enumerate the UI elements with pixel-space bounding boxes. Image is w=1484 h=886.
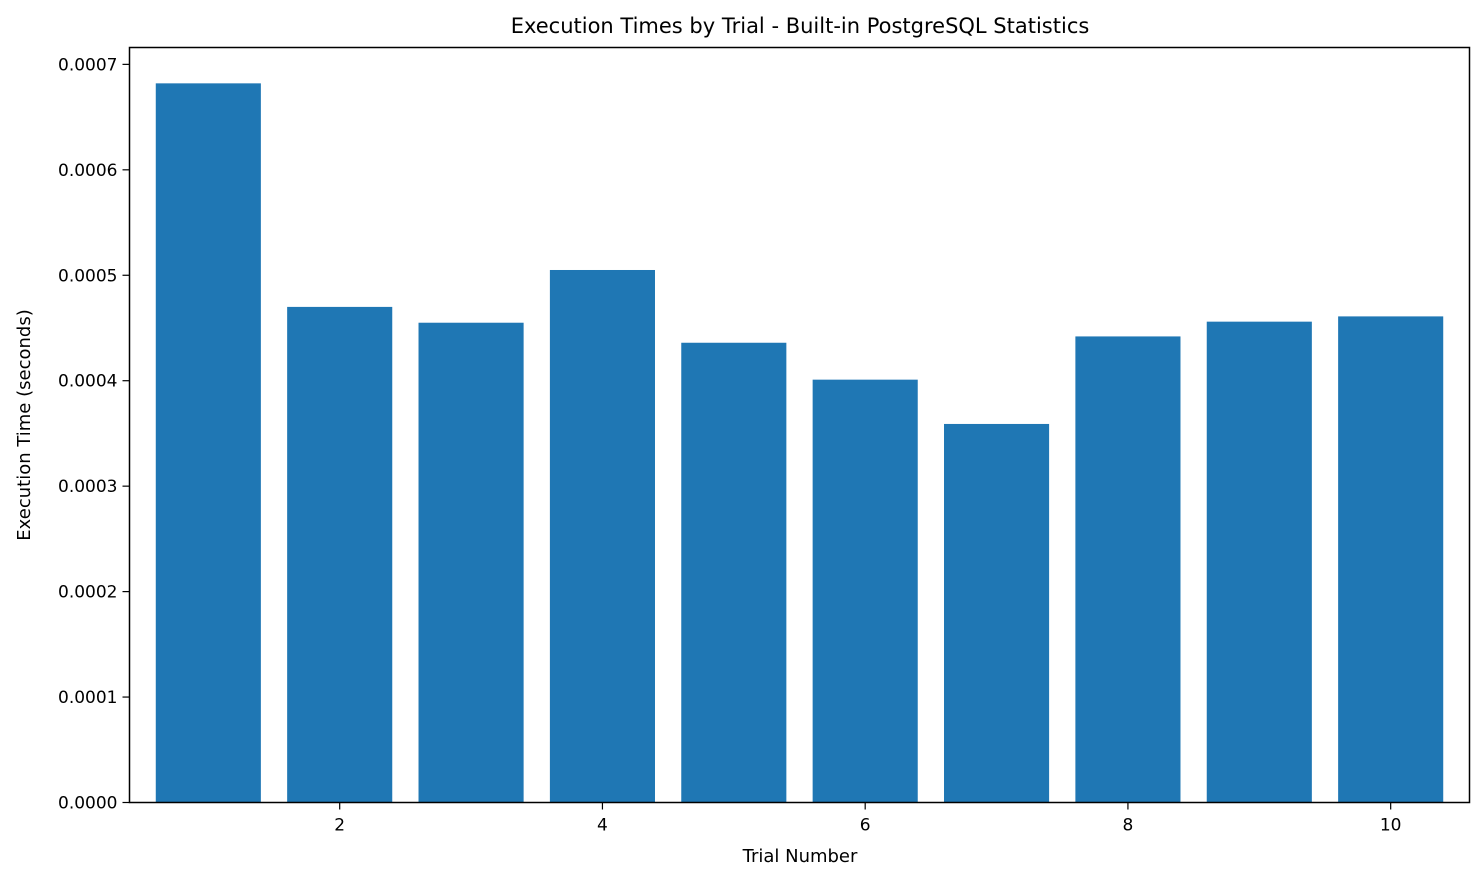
- y-tick-label: 0.0001: [58, 688, 117, 708]
- bar-trial-6: [812, 379, 918, 803]
- y-tick-label: 0.0002: [58, 583, 117, 603]
- x-tick-label: 8: [1123, 816, 1134, 836]
- y-tick-label: 0.0003: [58, 477, 117, 497]
- bar-trial-10: [1338, 316, 1444, 803]
- bar-trial-3: [418, 322, 524, 803]
- y-tick-label: 0.0006: [58, 161, 117, 181]
- x-tick-label: 2: [334, 816, 345, 836]
- x-tick-label: 10: [1380, 816, 1402, 836]
- bar-trial-8: [1075, 336, 1181, 803]
- bar-trial-1: [155, 83, 261, 803]
- bar-trial-9: [1206, 321, 1312, 803]
- bar-trial-5: [681, 342, 787, 803]
- y-tick-label: 0.0000: [58, 794, 117, 814]
- y-axis-label: Execution Time (seconds): [14, 309, 35, 540]
- y-tick-label: 0.0007: [58, 55, 117, 75]
- x-tick-label: 6: [860, 816, 871, 836]
- x-axis-ticks: 2 4 6 8 10: [334, 802, 1402, 836]
- y-tick-label: 0.0004: [58, 372, 117, 392]
- plot-frame: [128, 46, 1471, 804]
- bar-trial-2: [287, 306, 393, 803]
- x-axis-label: Trial Number: [742, 846, 858, 867]
- bars-layer: [155, 83, 1444, 803]
- bar-trial-7: [944, 423, 1050, 803]
- chart-title: Execution Times by Trial - Built-in Post…: [511, 14, 1090, 38]
- bar-trial-4: [549, 269, 655, 803]
- x-tick-label: 4: [597, 816, 608, 836]
- y-tick-label: 0.0005: [58, 266, 117, 286]
- y-axis-ticks: 0.0000 0.0001 0.0002 0.0003 0.0004 0.0005 0.00…: [58, 55, 130, 814]
